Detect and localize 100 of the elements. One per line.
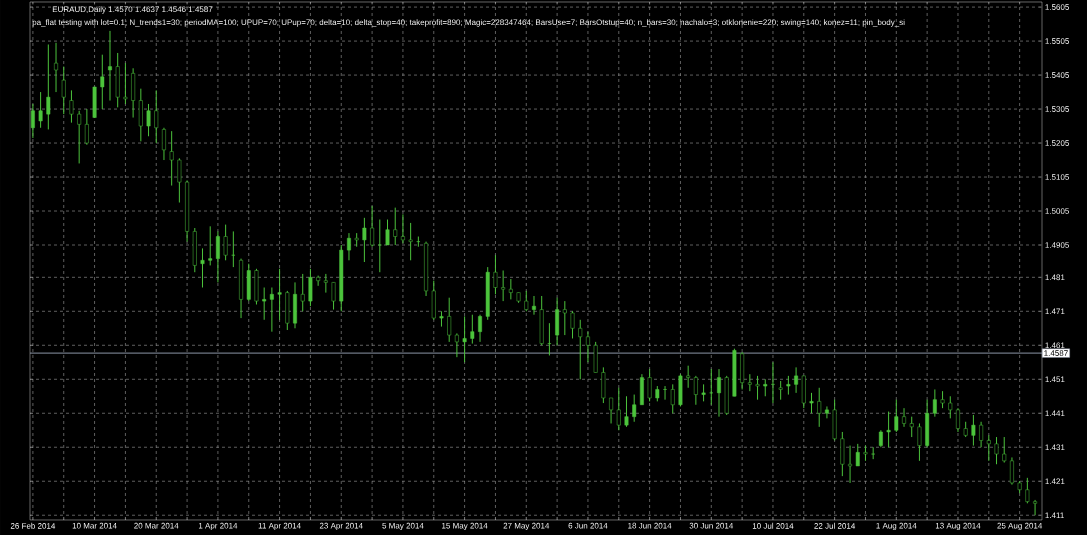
candlestick — [447, 297, 452, 343]
y-tick-label: 1.5305 — [1045, 106, 1069, 112]
candlestick — [508, 278, 513, 300]
candlestick — [215, 230, 220, 283]
x-tick-label: 10 Mar 2014 — [72, 522, 117, 529]
candlestick — [524, 290, 529, 312]
y-tick-label: 1.471 — [1045, 308, 1065, 315]
candlestick — [69, 89, 74, 124]
x-tick-label: 13 Aug 2014 — [935, 522, 981, 531]
y-tick-label: 1.5605 — [1045, 4, 1069, 10]
candlestick — [778, 380, 783, 401]
candlestick — [208, 225, 213, 266]
x-tick-label: 27 May 2014 — [503, 522, 550, 531]
candlestick — [400, 213, 405, 244]
candlestick — [46, 43, 51, 130]
candlestick — [1025, 477, 1030, 504]
candlestick — [478, 314, 482, 343]
y-tick-label: 1.481 — [1045, 274, 1065, 281]
x-tick-label: 6 Jun 2014 — [568, 522, 608, 529]
candlestick — [84, 108, 89, 146]
y-tick-label: 1.5105 — [1045, 174, 1069, 180]
candlestick — [370, 205, 375, 248]
candlestick — [146, 103, 151, 137]
y-tick-label: 1.4905 — [1045, 242, 1069, 248]
x-tick-label: 18 Jun 2014 — [628, 522, 672, 529]
candlestick — [902, 407, 906, 428]
candlestick — [578, 319, 583, 380]
candlestick — [154, 89, 159, 144]
x-tick-label: 10 Jul 2014 — [752, 522, 794, 529]
candlestick — [817, 387, 822, 428]
ref-line-label: 1.4587 — [1044, 350, 1068, 356]
candlestick — [1009, 456, 1014, 486]
candlestick — [532, 295, 536, 316]
candlestick — [1002, 436, 1007, 464]
chart-title: EURAUD,Daily 1.4570 1.4637 1.4546 1.4587 — [52, 6, 213, 14]
candlestick — [894, 399, 899, 433]
candlestick — [77, 110, 82, 164]
candlestick — [308, 268, 313, 307]
candlestick — [231, 230, 236, 268]
x-tick-label: 5 May 2014 — [382, 522, 424, 531]
candlestick — [932, 388, 937, 418]
x-tick-label: 26 Feb 2014 — [10, 522, 56, 529]
candlestick — [269, 287, 274, 333]
x-tick-label: 25 Aug 2014 — [997, 522, 1043, 531]
y-tick-label: 1.421 — [1045, 478, 1065, 485]
x-tick-label: 15 May 2014 — [442, 522, 488, 531]
candlestick — [262, 287, 267, 321]
candlestick — [670, 383, 675, 414]
candlestick — [663, 385, 667, 401]
candlestick — [717, 368, 721, 418]
candlestick — [323, 273, 328, 294]
candlestick — [470, 314, 475, 345]
candlestick — [886, 411, 891, 448]
y-tick-label: 1.411 — [1045, 512, 1064, 518]
candlestick — [971, 414, 976, 447]
candlestick — [454, 332, 459, 358]
candlestick — [277, 268, 282, 321]
candlestick — [108, 30, 112, 102]
candlestick — [609, 397, 614, 424]
candlestick — [979, 421, 984, 448]
candlestick — [755, 375, 760, 401]
x-tick-label: 11 Apr 2014 — [258, 522, 301, 531]
candlestick — [408, 222, 413, 261]
candlestick — [200, 247, 205, 288]
candlestick — [562, 300, 567, 336]
y-tick-label: 1.451 — [1045, 376, 1065, 383]
candlestick — [61, 66, 66, 115]
y-tick-label: 1.5205 — [1045, 140, 1069, 146]
candlestick — [848, 445, 852, 484]
x-tick-label: 22 Jul 2014 — [814, 522, 856, 529]
candlestick — [169, 130, 174, 187]
candlestick — [771, 361, 775, 404]
candlestick — [586, 331, 590, 363]
candlestick — [123, 62, 128, 105]
candlestick — [223, 224, 228, 261]
candlestick — [855, 443, 860, 467]
candlestick — [416, 236, 421, 248]
candlestick — [647, 368, 652, 402]
x-tick-label: 23 Apr 2014 — [319, 522, 363, 531]
text: pa_flat testing with lot=0.1; N_trends1=30; periodMA=100; UPUP=70; UPup=70; delta=10; delta_stop=40; takeprofit=890; Magic=228347464; BarsUse=7; BarsOtstup=40; n_bars=30; nachalo=3; otklonenie=220; swing=140; konez=11; pin_body_si — [32, 19, 905, 27]
candlestick — [917, 422, 922, 462]
candlestick — [100, 54, 105, 110]
candlestick — [177, 157, 182, 204]
candlestick — [1033, 499, 1038, 516]
candlestick — [316, 275, 321, 287]
candlestick — [794, 366, 799, 394]
candlestick — [809, 392, 814, 414]
candlestick — [786, 375, 791, 396]
y-tick-label: 1.5405 — [1045, 72, 1069, 78]
candlestick — [624, 395, 629, 428]
candlestick — [393, 207, 398, 246]
candlestick — [385, 219, 390, 246]
x-tick-label: 30 Jun 2014 — [689, 522, 734, 529]
candlestick — [54, 42, 58, 93]
candlestick — [162, 127, 166, 161]
candlestick — [686, 365, 691, 389]
x-tick-label: 20 Mar 2014 — [134, 522, 179, 529]
y-tick-label: 1.441 — [1045, 410, 1065, 417]
candlestick — [362, 217, 367, 263]
candlestick — [547, 322, 552, 356]
